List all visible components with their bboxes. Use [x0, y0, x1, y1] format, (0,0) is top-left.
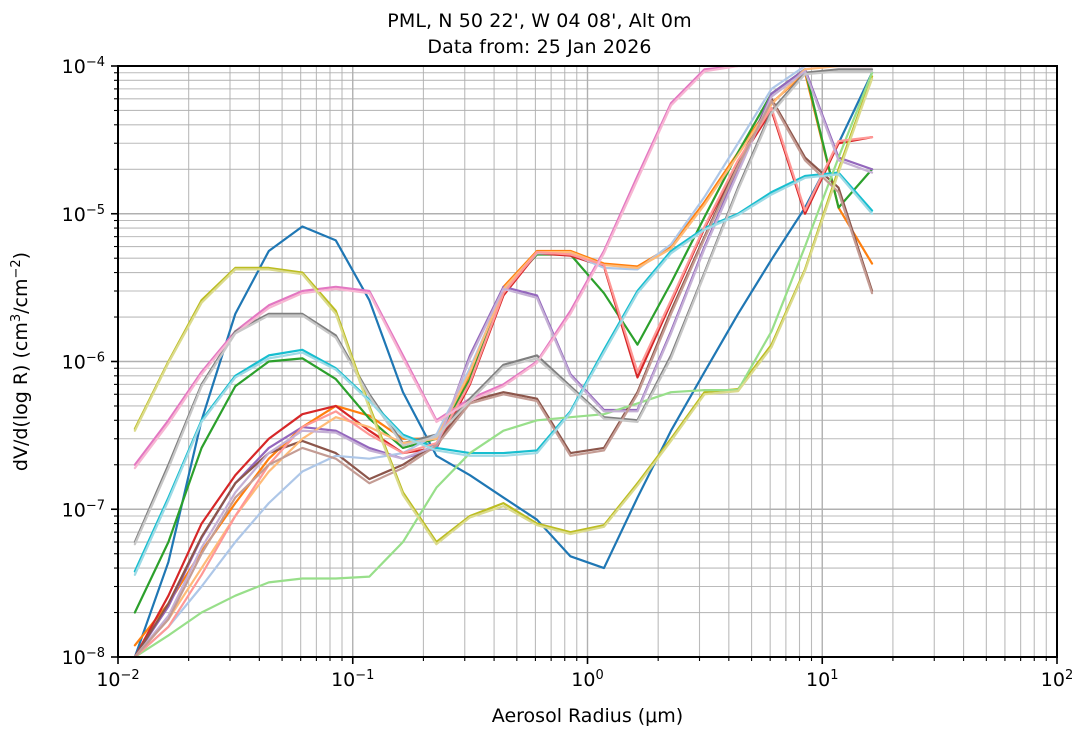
chart-title: PML, N 50 22', W 04 08', Alt 0m Data fro… — [0, 8, 1079, 60]
axis-tick-labels: 10−2 10−1 100 101 102 10−8 10−7 10−6 10−5 10−4 — [62, 55, 1074, 691]
curve-9 — [133, 75, 874, 544]
x-axis-title: Aerosol Radius (μm) — [492, 705, 683, 727]
curve-17 — [133, 66, 874, 470]
tick-label: 10−1 — [331, 668, 374, 691]
curve-1 — [133, 71, 874, 657]
curve-20 — [133, 173, 874, 576]
curve-13 — [133, 71, 874, 657]
tick-label: 10−6 — [62, 351, 105, 374]
curve-10 — [133, 171, 874, 573]
data-curves — [133, 66, 874, 657]
curve-16 — [133, 99, 874, 657]
chart-title-line-1: PML, N 50 22', W 04 08', Alt 0m — [387, 10, 692, 32]
axis-titles: Aerosol Radius (μm) dV/d(log R) (cm3/cm−2… — [9, 252, 683, 727]
tick-label: 10−8 — [62, 646, 105, 669]
tick-label: 10−2 — [96, 668, 139, 691]
chart-title-line-2: Data from: 25 Jan 2026 — [427, 36, 652, 58]
curve-7 — [133, 66, 874, 466]
curve-5 — [133, 68, 874, 657]
tick-label: 101 — [806, 668, 838, 691]
curve-15 — [133, 70, 874, 657]
tick-label: 102 — [1041, 668, 1073, 691]
curve-19 — [133, 77, 874, 546]
tick-label: 10−5 — [62, 203, 105, 226]
curve-18 — [133, 70, 874, 546]
tick-label: 10−7 — [62, 498, 105, 521]
tick-label: 10−4 — [62, 55, 105, 78]
axis-ticks — [111, 65, 1058, 664]
curve-14 — [133, 106, 874, 657]
tick-label: 100 — [571, 668, 603, 691]
y-axis-title: dV/d(log R) (cm3/cm−2) — [9, 252, 32, 471]
